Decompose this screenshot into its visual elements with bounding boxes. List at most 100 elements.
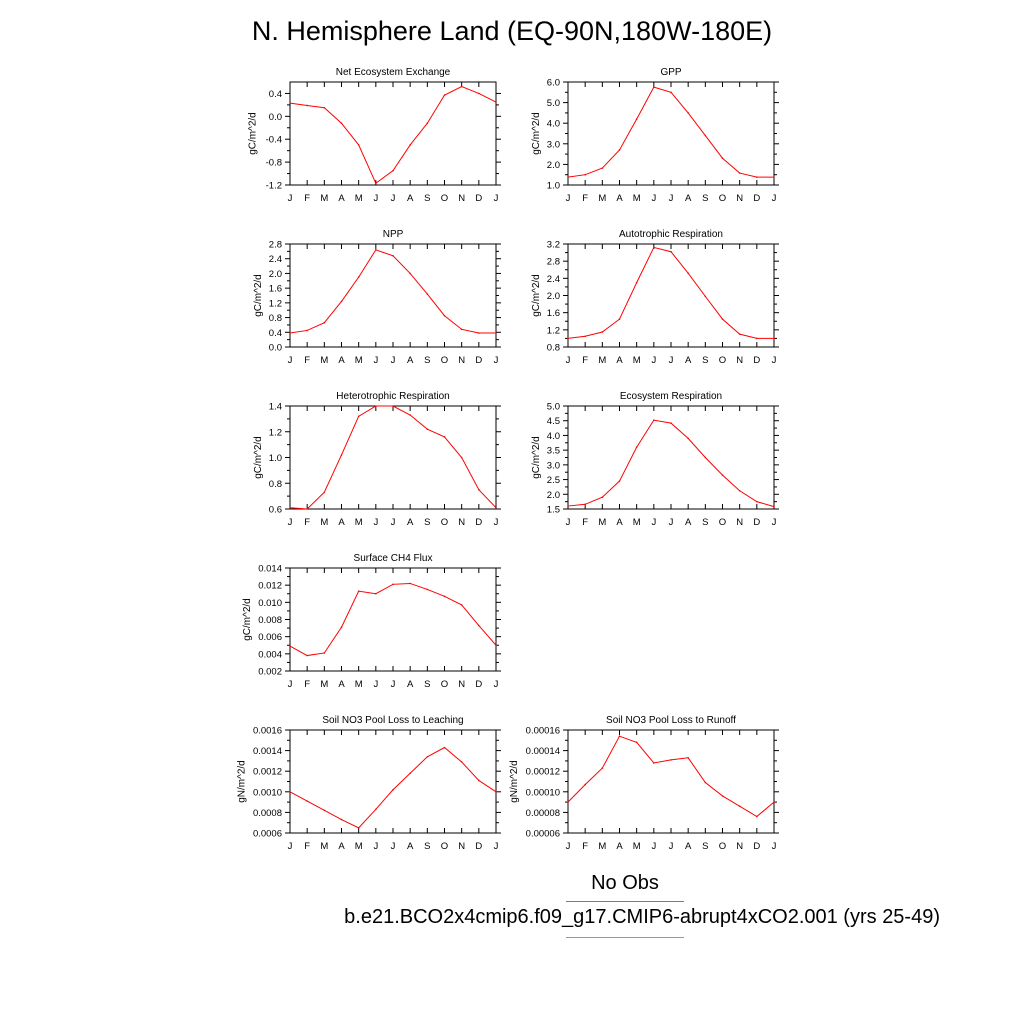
y-tick-label: 0.6 xyxy=(269,505,282,516)
data-point xyxy=(392,788,394,791)
x-tick-label: D xyxy=(753,517,760,528)
y-tick-label: 0.00016 xyxy=(526,726,560,737)
x-tick-label: J xyxy=(391,679,396,690)
x-tick-label: J xyxy=(494,517,499,528)
y-axis-label: gC/m^2/d xyxy=(531,436,542,479)
data-point xyxy=(704,781,707,784)
x-tick-label: A xyxy=(407,679,414,690)
x-tick-label: J xyxy=(669,841,674,852)
x-tick-label: M xyxy=(355,841,363,852)
x-tick-label: S xyxy=(702,355,708,366)
data-point xyxy=(773,505,775,508)
x-tick-label: J xyxy=(391,841,396,852)
x-tick-label: N xyxy=(736,517,743,528)
x-tick-label: M xyxy=(320,193,328,204)
x-tick-label: M xyxy=(320,841,328,852)
y-tick-label: 0.006 xyxy=(258,632,282,643)
x-tick-label: A xyxy=(407,841,414,852)
y-tick-label: 3.5 xyxy=(547,446,560,457)
y-axis-label: gC/m^2/d xyxy=(253,274,264,317)
data-point xyxy=(601,496,604,499)
y-tick-label: 2.0 xyxy=(547,160,560,171)
x-tick-label: A xyxy=(616,841,623,852)
data-point xyxy=(340,300,343,303)
y-tick-label: 0.00010 xyxy=(526,787,560,798)
y-tick-label: 1.2 xyxy=(269,427,282,438)
y-tick-label: 0.00012 xyxy=(526,767,560,778)
figure-title: N. Hemisphere Land (EQ-90N,180W-180E) xyxy=(251,16,773,46)
data-point xyxy=(426,755,429,758)
data-point xyxy=(601,167,604,169)
panel-title: Ecosystem Respiration xyxy=(620,391,722,402)
x-tick-label: J xyxy=(494,355,499,366)
x-tick-label: J xyxy=(288,841,293,852)
data-point xyxy=(653,246,655,249)
y-axis-label: gN/m^2/d xyxy=(236,760,247,803)
x-tick-label: A xyxy=(338,841,345,852)
x-tick-label: D xyxy=(475,679,482,690)
data-point xyxy=(738,172,741,174)
panel-title: Surface CH4 Flux xyxy=(354,553,433,564)
y-tick-label: 4.0 xyxy=(547,431,560,442)
data-point xyxy=(289,645,291,647)
data-point xyxy=(443,595,446,598)
x-tick-label: D xyxy=(753,193,760,204)
data-point xyxy=(495,101,497,103)
y-tick-label: 0.4 xyxy=(269,89,282,100)
data-point xyxy=(323,106,326,109)
y-tick-label: -0.4 xyxy=(266,135,282,146)
data-point xyxy=(340,818,343,821)
x-tick-label: A xyxy=(338,193,345,204)
x-tick-label: M xyxy=(320,517,328,528)
x-tick-label: F xyxy=(582,193,588,204)
data-point xyxy=(704,134,707,137)
data-point xyxy=(323,809,326,812)
x-tick-label: A xyxy=(685,841,692,852)
x-tick-label: J xyxy=(772,841,777,852)
data-point xyxy=(567,176,569,178)
panel-ecosystem-respiration: J F M A M J J A S O N D J 5.0 4.5 4.0 3.5 3.0 2.5 2.0 1.5 Eco… xyxy=(531,391,779,528)
y-tick-label: 1.4 xyxy=(269,402,282,413)
y-axis-label: gC/m^2/d xyxy=(248,112,259,155)
chart-svg: J F M A M J J A S O N D J5.04.54.03.53.02.52.01.5Eco… xyxy=(531,391,779,528)
x-tick-label: O xyxy=(719,517,726,528)
data-point xyxy=(443,314,446,317)
x-tick-label: D xyxy=(753,355,760,366)
data-point xyxy=(375,249,377,251)
x-tick-label: J xyxy=(772,355,777,366)
data-point xyxy=(738,805,741,808)
x-tick-label: S xyxy=(424,841,430,852)
x-tick-label: J xyxy=(494,841,499,852)
series-line xyxy=(289,86,497,185)
x-tick-label: A xyxy=(685,517,692,528)
data-point xyxy=(426,588,429,591)
data-point xyxy=(584,335,586,338)
data-point xyxy=(392,405,394,407)
chart-svg: J F M A M J J A S O N D J1.41.21.00.80.6Heterotrophi… xyxy=(253,391,501,528)
data-point xyxy=(426,428,429,430)
y-tick-label: 0.0006 xyxy=(253,829,282,840)
y-tick-label: 0.8 xyxy=(269,313,282,324)
data-point xyxy=(409,772,411,775)
x-tick-label: O xyxy=(441,355,448,366)
data-point xyxy=(653,419,655,421)
y-tick-label: 3.0 xyxy=(547,460,560,471)
y-tick-label: 5.0 xyxy=(547,98,560,109)
x-tick-label: M xyxy=(598,355,606,366)
data-point xyxy=(306,104,308,107)
y-tick-label: 2.0 xyxy=(269,269,282,280)
chart-svg: J F M A M J J A S O N D J0.0140.0120.0100.0080.0060.… xyxy=(242,553,501,690)
data-point xyxy=(409,272,411,275)
data-point xyxy=(392,254,394,257)
x-tick-label: J xyxy=(651,841,656,852)
data-point xyxy=(756,500,758,503)
x-tick-label: A xyxy=(616,355,623,366)
data-point xyxy=(756,176,758,178)
x-tick-label: A xyxy=(407,517,414,528)
legend-obs-line xyxy=(566,901,684,902)
plot-frame xyxy=(289,81,497,186)
y-tick-label: 2.4 xyxy=(269,254,282,265)
y-tick-label: 0.0014 xyxy=(253,746,282,757)
x-tick-label: S xyxy=(702,193,708,204)
